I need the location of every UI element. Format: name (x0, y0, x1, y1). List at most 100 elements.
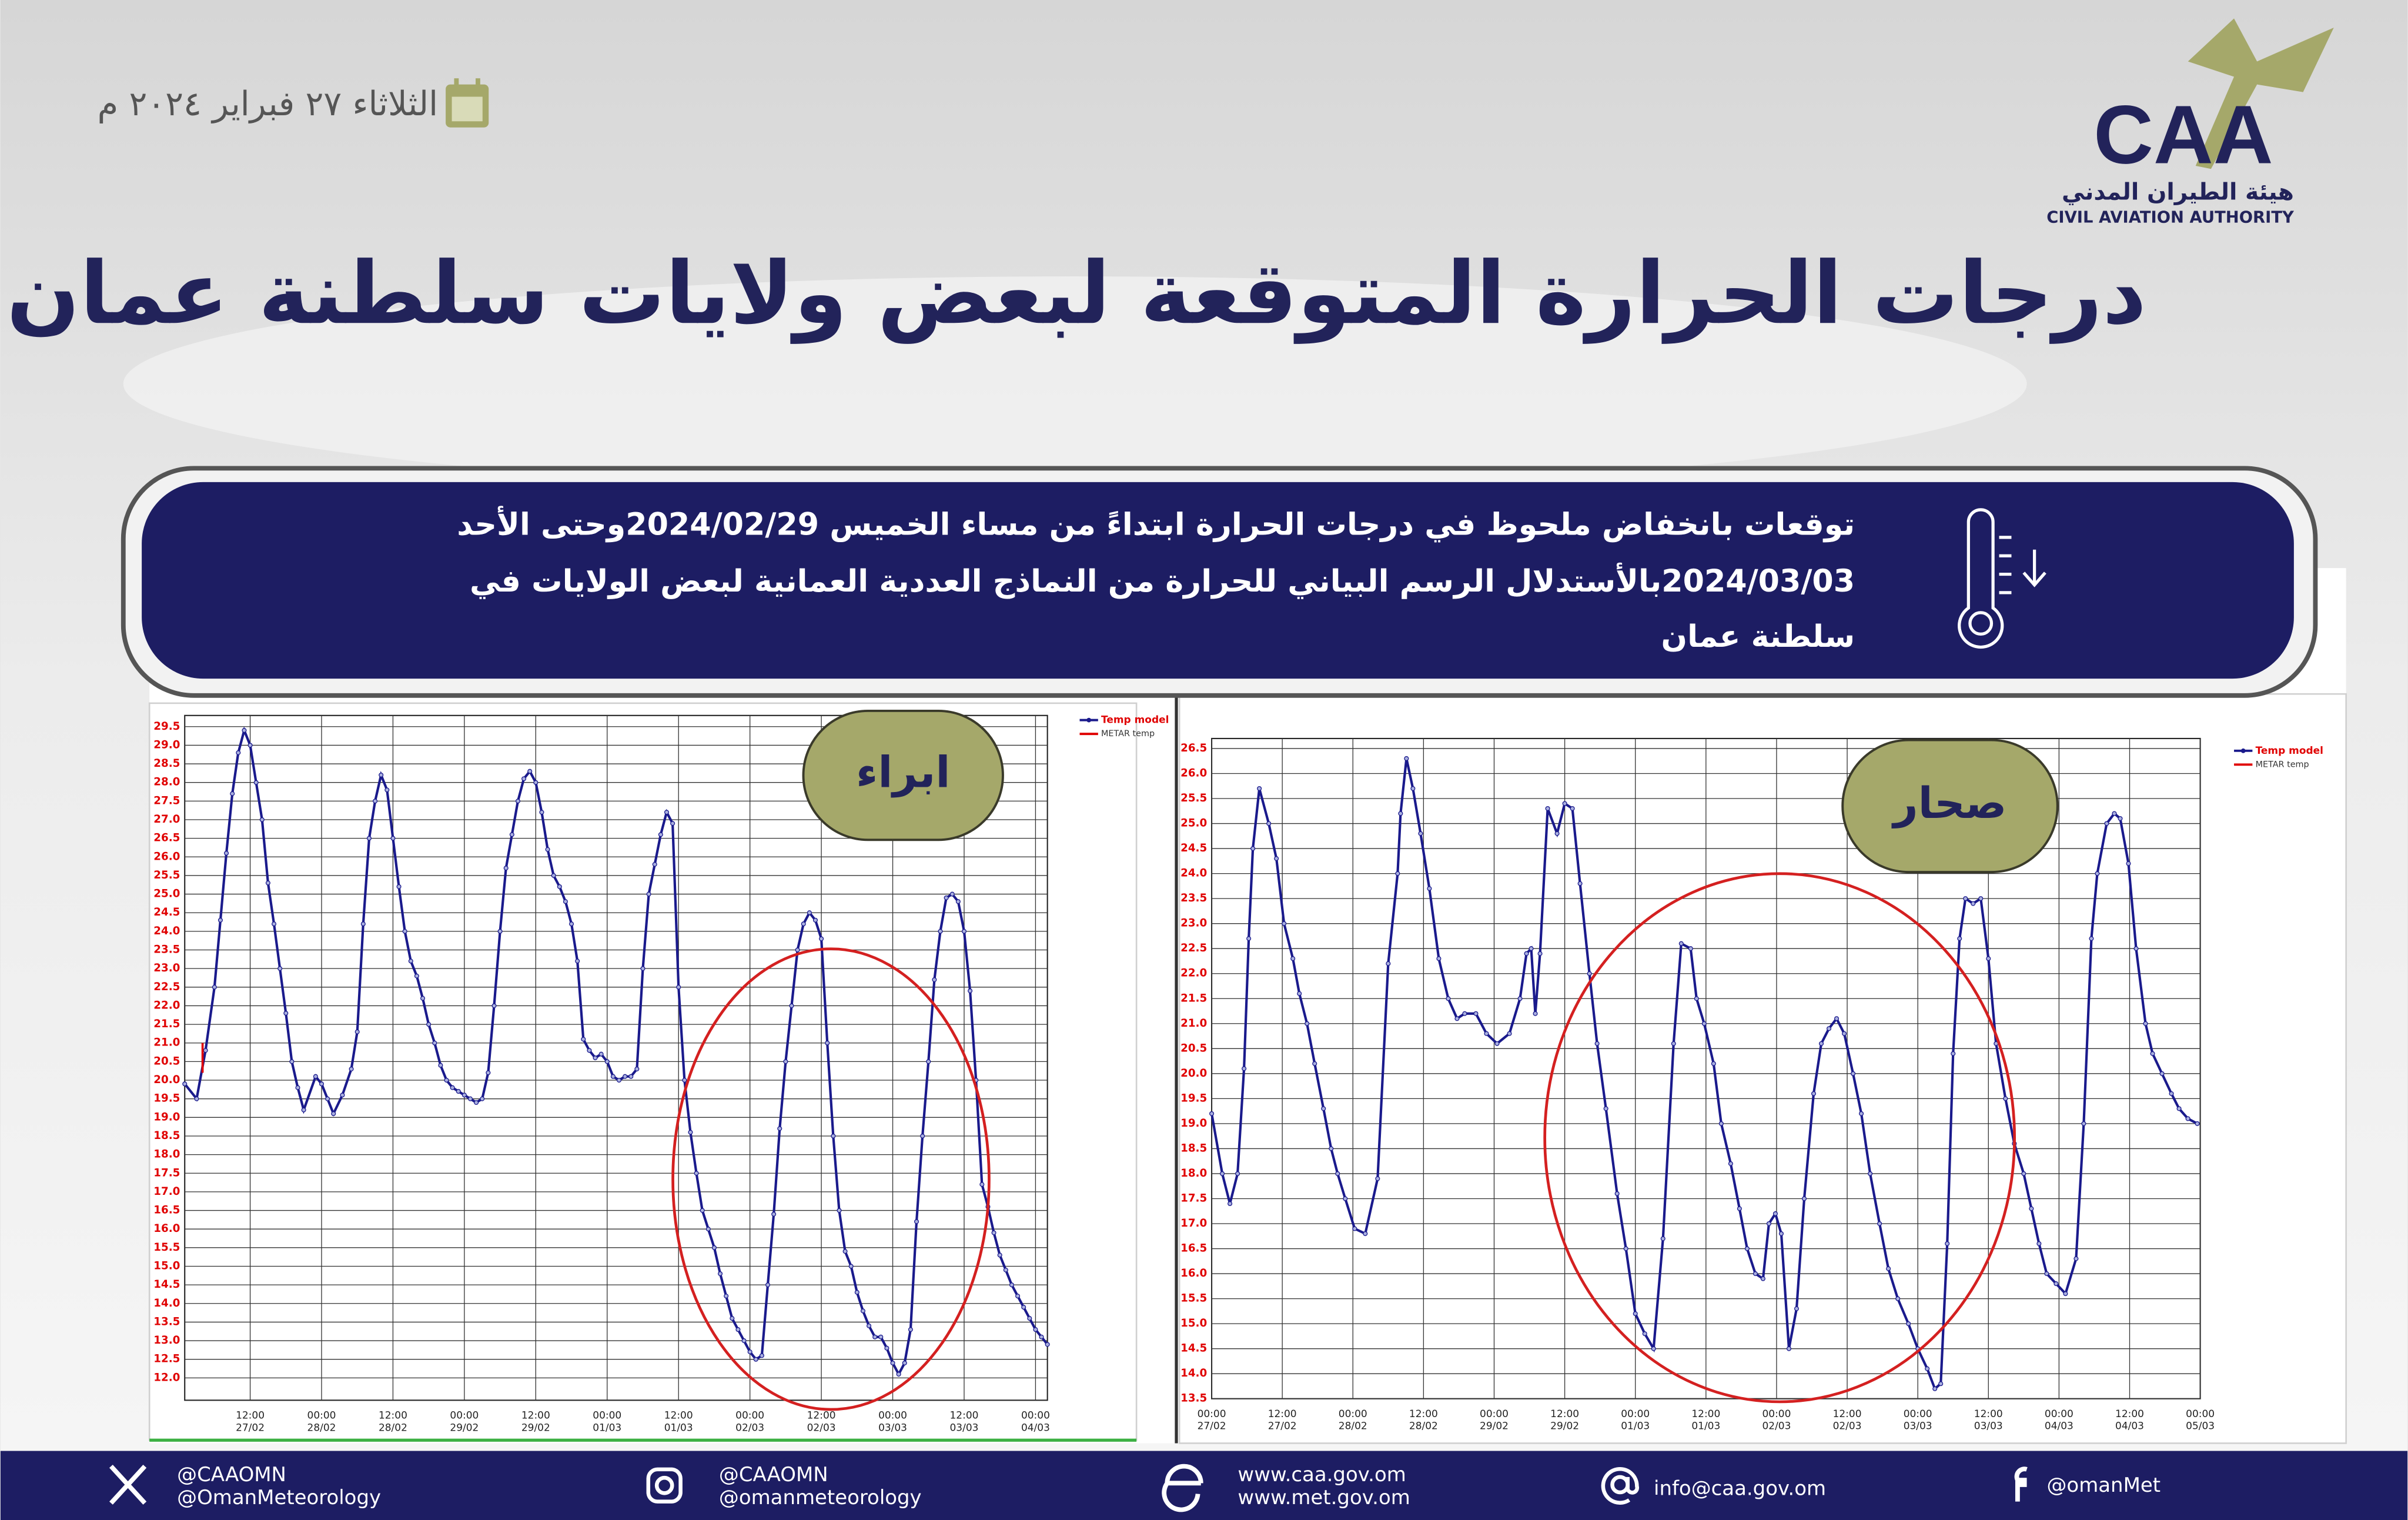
y-tick-label: 16.5 (153, 1204, 180, 1217)
x-tick-label: 00:00 03/03 (878, 1409, 907, 1434)
data-point (563, 899, 568, 904)
data-point (2095, 871, 2100, 876)
highlight-ellipse (671, 947, 991, 1411)
data-point (1978, 896, 1984, 901)
footer-text: @CAAOMN (719, 1463, 828, 1486)
data-point (890, 1360, 895, 1366)
data-point (801, 921, 806, 927)
data-point (777, 1126, 782, 1131)
data-point (1614, 1191, 1620, 1197)
y-tick-label: 15.0 (1180, 1317, 1207, 1329)
x-tick-label: 00:00 01/03 (593, 1409, 621, 1434)
data-point (1003, 1267, 1008, 1272)
data-point (1701, 1021, 1707, 1026)
data-point (2021, 1171, 2026, 1177)
data-point (1971, 901, 1976, 906)
x-tick-label: 00:00 05/03 (2186, 1408, 2215, 1432)
data-point (1015, 1294, 1021, 1299)
data-point (1242, 1066, 1247, 1071)
y-tick-label: 13.5 (153, 1315, 180, 1328)
data-point (2073, 1256, 2079, 1261)
data-point (623, 1074, 628, 1079)
data-point (1033, 1327, 1038, 1332)
series-line (1210, 758, 2198, 1391)
y-tick-label: 28.0 (153, 776, 180, 789)
data-point (664, 810, 670, 815)
y-tick-label: 19.5 (1180, 1092, 1207, 1104)
data-point (539, 810, 544, 815)
data-point (253, 780, 259, 785)
data-point (557, 884, 562, 889)
data-point (652, 861, 657, 867)
footer-text: @OmanMeteorology (177, 1486, 381, 1509)
data-point (1801, 1196, 1807, 1201)
data-point (747, 1349, 752, 1355)
data-point (593, 1055, 598, 1061)
data-point (432, 1040, 437, 1045)
data-point (1818, 1041, 1824, 1046)
data-point (1786, 1346, 1792, 1351)
data-point (515, 799, 521, 804)
data-point (598, 1051, 604, 1057)
data-point (373, 799, 378, 804)
data-point (628, 1074, 634, 1079)
data-point (1963, 896, 1968, 901)
data-point (634, 1066, 640, 1072)
data-point (783, 1059, 788, 1064)
data-point (1321, 1106, 1326, 1111)
data-point (259, 817, 265, 823)
data-point (872, 1334, 878, 1339)
data-point (1851, 1071, 1856, 1076)
station-name: ابراء (856, 748, 950, 798)
x-tick-label: 12:00 03/03 (950, 1409, 979, 1434)
data-point (1045, 1342, 1050, 1347)
data-point (968, 988, 973, 994)
data-point (1386, 961, 1391, 966)
y-tick-label: 12.0 (153, 1371, 180, 1384)
y-tick-label: 20.5 (1180, 1042, 1207, 1054)
x-tick-label: 12:00 04/03 (2115, 1408, 2144, 1432)
data-point (1484, 1031, 1489, 1036)
data-point (384, 787, 390, 793)
data-point (807, 910, 812, 916)
y-tick-label: 20.5 (153, 1055, 180, 1067)
x-tick-label: 00:00 29/02 (1480, 1408, 1509, 1432)
data-point (610, 1074, 616, 1079)
data-point (1895, 1296, 1901, 1301)
data-point (771, 1211, 777, 1217)
data-point (1545, 806, 1550, 811)
y-tick-label: 25.5 (153, 869, 180, 881)
data-point (1398, 811, 1403, 816)
x-tick-label: 12:00 02/03 (1833, 1408, 1862, 1432)
data-point (480, 1096, 485, 1101)
data-point (1446, 996, 1451, 1001)
data-point (812, 917, 818, 923)
data-point (545, 847, 550, 852)
y-tick-label: 27.0 (153, 813, 180, 826)
data-point (568, 921, 574, 927)
y-tick-label: 17.5 (1180, 1192, 1207, 1204)
data-point (1009, 1282, 1014, 1288)
y-tick-label: 14.5 (153, 1278, 180, 1291)
data-point (1811, 1091, 1817, 1096)
data-point (1826, 1026, 1832, 1031)
data-point (860, 1308, 865, 1314)
data-point (1660, 1236, 1665, 1241)
data-point (825, 1040, 830, 1045)
data-point (837, 1208, 842, 1213)
data-point (1744, 1246, 1750, 1251)
data-point (2081, 1121, 2086, 1126)
data-point (1462, 1011, 1467, 1016)
data-point (1932, 1386, 1938, 1391)
y-tick-label: 14.0 (153, 1297, 180, 1309)
legend-label: METAR temp (2256, 760, 2309, 769)
email-icon (1601, 1467, 1639, 1505)
thermometer-icon (1958, 508, 2046, 649)
data-point (1760, 1276, 1765, 1281)
y-tick-label: 20.0 (153, 1074, 180, 1086)
data-point (1794, 1306, 1800, 1311)
data-point (325, 1096, 330, 1101)
logo-mark (2188, 18, 2334, 169)
footer (0, 1451, 2408, 1520)
station-name: صحار (1891, 779, 2007, 829)
